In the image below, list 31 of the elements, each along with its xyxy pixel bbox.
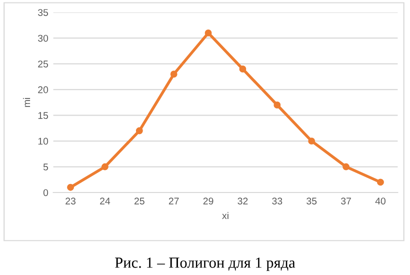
point [136, 127, 143, 134]
x-tick-label: 40 [375, 198, 386, 204]
y-axis-title: mi [23, 98, 30, 107]
y-tick-label: 10 [38, 138, 48, 145]
point [342, 163, 350, 170]
x-tick-label: 33 [272, 198, 282, 204]
x-tick-label: 32 [238, 198, 248, 204]
point [308, 138, 316, 145]
y-tick-label: 25 [38, 60, 48, 68]
point [274, 102, 281, 108]
point [101, 163, 108, 170]
point [204, 29, 212, 36]
x-tick-label: 27 [168, 198, 179, 204]
y-tick-label: 15 [38, 112, 48, 119]
y-tick-label: 0 [43, 189, 48, 196]
x-tick-label: 25 [134, 198, 144, 204]
x-tick-label: 37 [341, 198, 351, 204]
point [377, 178, 384, 186]
x-tick-label: 35 [306, 198, 317, 204]
y-tick-label: 35 [38, 9, 48, 16]
x-tick-label: 23 [66, 198, 76, 204]
x-axis-title: xi [222, 212, 228, 220]
y-tick-label: 5 [43, 164, 48, 170]
point [67, 184, 74, 191]
text: Рис. 1 – Полигон для 1 ряда [115, 258, 296, 271]
x-tick-label: 24 [100, 198, 110, 204]
point [239, 66, 246, 72]
point [170, 70, 178, 78]
y-tick-label: 20 [38, 86, 48, 94]
y-tick-label: 30 [38, 34, 48, 42]
x-tick-label: 29 [203, 198, 214, 204]
